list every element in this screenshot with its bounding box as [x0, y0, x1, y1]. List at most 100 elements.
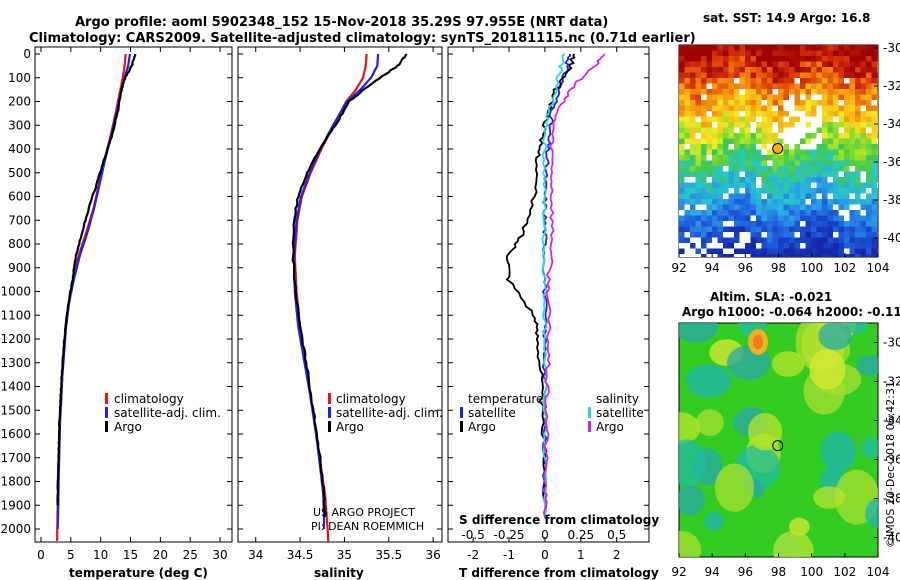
sst-cell [756, 204, 762, 211]
sst-cell [739, 94, 746, 101]
sst-cell [866, 138, 872, 145]
sst-cell [679, 94, 685, 101]
sst-cell [789, 160, 795, 167]
difference-series [505, 53, 606, 518]
sst-cell [723, 243, 729, 249]
sst-cell [739, 89, 746, 95]
sst-cell [822, 116, 828, 123]
sst-cell [712, 160, 718, 167]
sst-cell [712, 144, 718, 150]
sst-cell [827, 116, 834, 123]
sst-cell [816, 105, 823, 112]
sst-cell [690, 127, 696, 134]
sst-cell [684, 243, 691, 249]
sst-cell [800, 155, 806, 161]
sst-cell [679, 61, 685, 68]
sst-cell [783, 254, 790, 257]
x-tick-label: 35 [337, 548, 352, 562]
y-tick-label: 900 [8, 261, 31, 275]
sst-cell [816, 127, 823, 134]
sst-cell [855, 171, 861, 178]
sst-cell [860, 166, 867, 172]
sst-cell [745, 204, 751, 211]
sst-cell [701, 56, 707, 62]
sst-cell [717, 210, 724, 216]
sst-map-x-ticks: 92 94 96 98 100 102 104 [671, 253, 889, 275]
sst-cell [860, 61, 867, 68]
sst-cell [783, 182, 790, 189]
sst-cell [684, 232, 691, 238]
sst-cell [827, 45, 834, 51]
sst-cell [772, 182, 779, 189]
sst-cell [767, 237, 773, 244]
sst-cell [750, 171, 757, 178]
sst-cell [778, 89, 784, 95]
sst-cell [833, 237, 839, 244]
sst-cell [756, 56, 762, 62]
y-tick-label: 500 [8, 166, 31, 180]
sst-cell [679, 89, 685, 95]
sst-cell [855, 254, 861, 257]
sst-cell [860, 116, 867, 123]
sst-cell [684, 138, 691, 145]
sst-cell [734, 89, 740, 95]
sst-cell [695, 78, 702, 84]
sst-cell [723, 182, 729, 189]
sst-cell [849, 199, 856, 205]
sst-cell [728, 105, 735, 112]
sst-cell [767, 166, 773, 172]
sst-cell [778, 188, 784, 194]
sst-cell [767, 215, 773, 222]
sst-cell [827, 177, 834, 183]
sst-cell [723, 127, 729, 134]
sst-cell [706, 149, 713, 156]
sst-cell [860, 105, 867, 112]
sst-cell [778, 94, 784, 101]
sst-cell [723, 226, 729, 233]
sst-cell [871, 188, 878, 194]
sst-cell [739, 254, 746, 257]
sst-cell [794, 226, 801, 233]
sla-map-y-ticks: -30-32-34-36-38-40 [874, 336, 900, 545]
sst-cell [827, 243, 834, 249]
sst-cell [756, 248, 762, 255]
sst-cell [849, 204, 856, 211]
sst-cell [811, 254, 817, 257]
sst-cell [756, 72, 762, 79]
sst-cell [701, 83, 707, 90]
sst-cell [701, 188, 707, 194]
sst-cell [794, 133, 801, 139]
sst-cell [811, 193, 817, 200]
sst-cell [772, 188, 779, 194]
sst-cell [717, 254, 724, 257]
sst-cell [712, 171, 718, 178]
legend-s-satellite-label: satellite [596, 406, 644, 420]
sst-cell [838, 111, 845, 117]
sst-cell [679, 243, 685, 249]
sst-cell [833, 111, 839, 117]
sst-cell [717, 226, 724, 233]
sst-cell [695, 237, 702, 244]
sst-cell [877, 149, 878, 156]
sst-cell [761, 94, 768, 101]
sst-cell [778, 138, 784, 145]
sst-cell [794, 204, 801, 211]
sst-cell [833, 221, 839, 227]
sst-cell [794, 177, 801, 183]
sst-cell [855, 105, 861, 112]
sst-cell [778, 45, 784, 51]
y-tick-label: 1500 [0, 403, 31, 417]
sst-cell [877, 78, 878, 84]
sst-cell [706, 166, 713, 172]
sst-cell [750, 138, 757, 145]
legend-s-argo-label: Argo [596, 420, 624, 434]
sst-cell [717, 61, 724, 68]
sst-cell [728, 100, 735, 106]
sst-cell [789, 111, 795, 117]
sst-cell [866, 67, 872, 73]
sst-cell [717, 149, 724, 156]
sst-cell [866, 122, 872, 128]
sst-cell [695, 215, 702, 222]
sst-cell [734, 226, 740, 233]
sst-cell [717, 188, 724, 194]
